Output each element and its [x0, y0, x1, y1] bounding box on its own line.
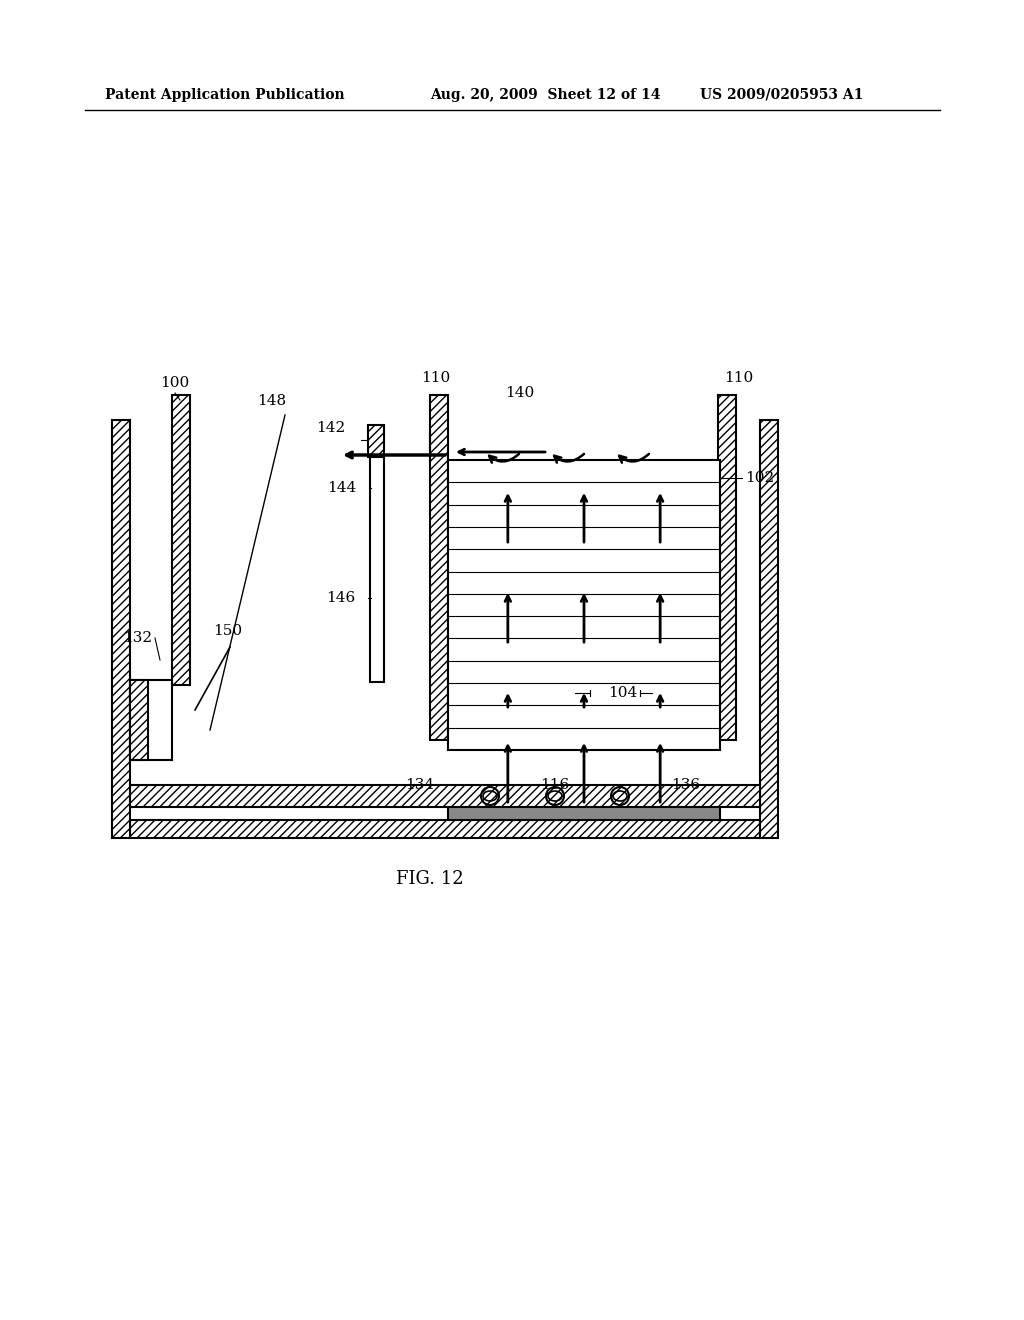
Bar [718, 395, 736, 741]
Bar [760, 420, 778, 838]
Text: Aug. 20, 2009  Sheet 12 of 14: Aug. 20, 2009 Sheet 12 of 14 [430, 88, 660, 102]
Bar [172, 395, 190, 685]
Text: 142: 142 [315, 421, 345, 436]
Text: 144: 144 [327, 480, 356, 495]
Text: 110: 110 [421, 371, 451, 385]
Text: 148: 148 [257, 393, 287, 408]
Text: US 2009/0205953 A1: US 2009/0205953 A1 [700, 88, 863, 102]
Bar [112, 420, 130, 838]
FancyArrowPatch shape [489, 454, 519, 463]
Text: 110: 110 [724, 371, 754, 385]
Bar [130, 680, 148, 760]
Text: 150: 150 [213, 624, 243, 638]
Text: 136: 136 [672, 777, 700, 792]
Bar [368, 425, 384, 457]
Text: 116: 116 [541, 777, 569, 792]
Text: 102: 102 [745, 471, 774, 484]
Text: 132: 132 [123, 631, 152, 645]
Text: 104: 104 [608, 686, 637, 700]
Text: Patent Application Publication: Patent Application Publication [105, 88, 345, 102]
Bar [449, 800, 720, 820]
Bar [130, 680, 172, 760]
Bar [430, 395, 449, 741]
Bar [370, 457, 384, 682]
FancyArrowPatch shape [554, 454, 584, 463]
FancyArrowPatch shape [620, 454, 649, 463]
Bar [449, 459, 720, 750]
Text: FIG. 12: FIG. 12 [396, 870, 464, 888]
Text: 100: 100 [161, 376, 189, 389]
Bar [130, 820, 760, 838]
Bar [130, 785, 760, 807]
Text: 134: 134 [406, 777, 434, 792]
Text: 146: 146 [326, 591, 355, 605]
Text: 140: 140 [506, 385, 535, 400]
